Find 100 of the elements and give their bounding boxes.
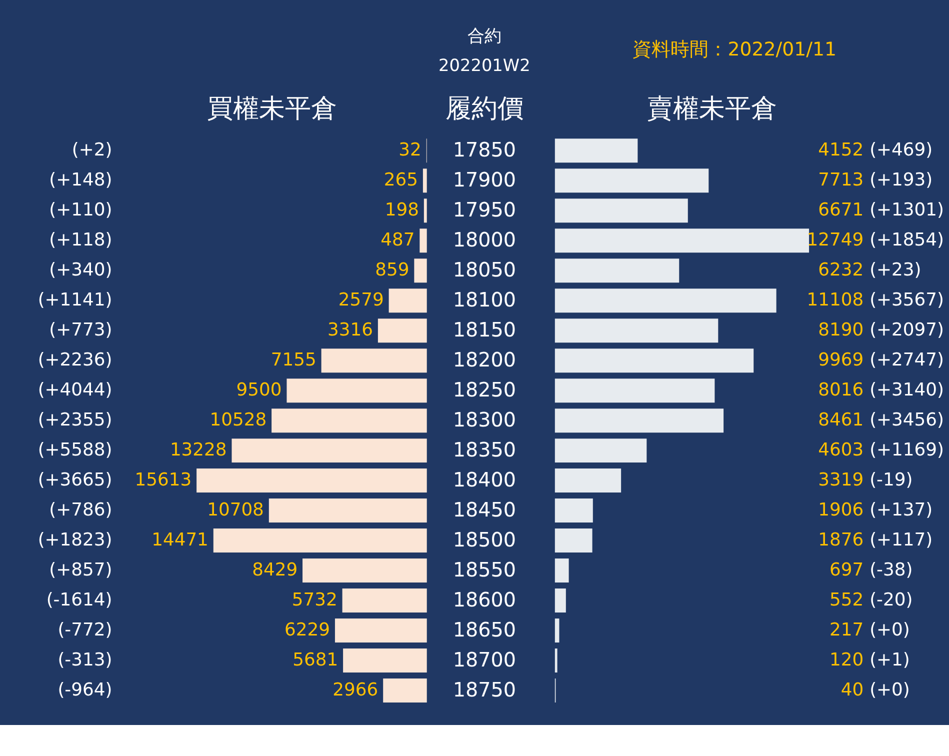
- bar: [554, 378, 715, 403]
- data-label: 8190: [818, 320, 864, 341]
- text: (+1141): [38, 290, 112, 311]
- bar: [554, 168, 709, 193]
- y-tick-label: 18650: [452, 618, 516, 642]
- text: (-964): [58, 679, 112, 700]
- text: (+2): [72, 140, 112, 161]
- bar: [554, 408, 724, 433]
- y-axis-title: 履約價: [445, 94, 524, 124]
- data-label: 6229: [284, 619, 330, 640]
- data-label: 40: [840, 679, 864, 700]
- data-label: 14471: [152, 530, 208, 550]
- text: (-772): [58, 619, 112, 640]
- bar: [554, 138, 638, 163]
- y-tick-label: 18150: [452, 318, 516, 342]
- text: (-1614): [46, 589, 112, 610]
- text: (+23): [870, 260, 922, 281]
- text: (+1): [870, 649, 910, 670]
- text: 資料時間：2022/01/11: [632, 38, 836, 60]
- text: (+857): [49, 559, 112, 580]
- text: (+1823): [38, 530, 112, 550]
- text: (+340): [49, 260, 112, 281]
- data-label: 4152: [818, 140, 864, 161]
- bar: [334, 618, 427, 643]
- text: 202201W2: [438, 55, 530, 76]
- bar: [554, 318, 718, 343]
- data-label: 859: [375, 260, 410, 281]
- bar: [420, 228, 427, 253]
- y-tick-label: 18200: [452, 348, 516, 372]
- y-tick-label: 18350: [452, 438, 516, 462]
- text: (+0): [870, 679, 910, 700]
- text: (-20): [870, 589, 913, 610]
- bar: [272, 408, 427, 433]
- text: (+4044): [38, 380, 112, 401]
- data-label: 265: [384, 170, 418, 191]
- bar: [554, 588, 566, 613]
- data-label: 32: [398, 140, 422, 161]
- data-label: 198: [384, 200, 419, 221]
- text: (+786): [49, 500, 112, 521]
- text: (+5588): [38, 440, 112, 461]
- bar: [286, 378, 427, 403]
- data-label: 15613: [134, 470, 192, 491]
- data-label: 120: [830, 649, 864, 670]
- bar: [232, 438, 427, 463]
- data-label: 3316: [328, 320, 373, 341]
- text: (+118): [49, 230, 112, 251]
- y-tick-label: 17850: [452, 138, 516, 162]
- data-label: 1876: [818, 530, 864, 550]
- data-label: 5732: [292, 589, 338, 610]
- text: (+137): [870, 500, 933, 521]
- bar: [302, 558, 427, 583]
- text: (+117): [870, 530, 933, 550]
- bar: [196, 468, 427, 493]
- bar: [554, 468, 622, 493]
- bar: [554, 198, 688, 223]
- y-tick-label: 18300: [452, 408, 516, 432]
- text: (+3456): [870, 410, 944, 431]
- text: (+2097): [870, 320, 944, 341]
- data-label: 11108: [806, 290, 864, 311]
- y-tick-label: 18250: [452, 378, 516, 402]
- bar: [554, 498, 593, 523]
- y-tick-label: 18400: [452, 468, 516, 492]
- x-axis-title: 賣權未平倉: [646, 94, 777, 124]
- bar: [554, 288, 776, 313]
- data-label: 6232: [818, 260, 864, 281]
- data-label: 217: [830, 619, 864, 640]
- data-label: 9500: [236, 380, 282, 401]
- y-tick-label: 18450: [452, 498, 516, 522]
- bar: [378, 318, 427, 343]
- bar: [383, 678, 427, 702]
- text: (+2747): [870, 350, 944, 371]
- y-tick-label: 18750: [452, 678, 516, 702]
- text: (+2236): [38, 350, 112, 371]
- bar: [268, 498, 427, 523]
- bar: [422, 168, 427, 193]
- y-tick-label: 18100: [452, 288, 516, 312]
- data-label: 7713: [818, 170, 864, 191]
- text: (+469): [870, 140, 933, 161]
- data-label: 10528: [210, 410, 267, 431]
- text: 合約: [467, 25, 502, 46]
- bar: [554, 648, 558, 672]
- y-tick-label: 18050: [452, 258, 516, 282]
- bar: [554, 528, 592, 553]
- bar: [554, 558, 569, 583]
- bar: [554, 228, 810, 253]
- data-label: 5681: [292, 649, 338, 670]
- data-label: 13228: [170, 440, 227, 461]
- data-label: 8016: [818, 380, 864, 401]
- bar: [554, 258, 680, 283]
- text: (+193): [870, 170, 933, 191]
- bar: [342, 588, 427, 613]
- text: (-313): [58, 649, 112, 670]
- data-label: 697: [830, 559, 864, 580]
- data-label: 6671: [818, 200, 864, 221]
- data-label: 8461: [818, 410, 864, 431]
- data-label: 9969: [818, 350, 864, 371]
- y-tick-label: 18700: [452, 648, 516, 672]
- data-label: 2966: [332, 679, 378, 700]
- bar: [213, 528, 427, 553]
- bar: [414, 258, 427, 283]
